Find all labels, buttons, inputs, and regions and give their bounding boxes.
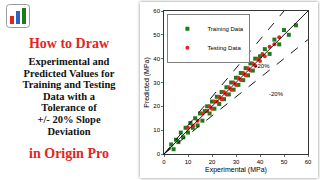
html-text:How to Draw: How to Draw bbox=[28, 36, 109, 51]
svg-text:50: 50 bbox=[281, 159, 288, 165]
svg-text:60: 60 bbox=[305, 159, 312, 165]
html-text:+/- 20% Slope: +/- 20% Slope bbox=[37, 114, 101, 125]
svg-text:-20%: -20% bbox=[269, 91, 284, 97]
html-text:Training and Testing: Training and Testing bbox=[22, 79, 116, 91]
html-text:Experimental and: Experimental and bbox=[28, 56, 110, 67]
svg-text:40: 40 bbox=[257, 159, 264, 165]
html-text:Predicted Values for: Predicted Values for bbox=[23, 67, 115, 79]
svg-text:0: 0 bbox=[162, 159, 166, 165]
svg-text:30: 30 bbox=[233, 159, 240, 165]
svg-text:20: 20 bbox=[209, 159, 216, 165]
svg-text:20: 20 bbox=[153, 103, 160, 109]
html-text:in Origin Pro: in Origin Pro bbox=[29, 146, 109, 161]
svg-text:+20%: +20% bbox=[254, 63, 270, 69]
svg-text:0: 0 bbox=[157, 151, 161, 157]
html-text:Tolerance of: Tolerance of bbox=[41, 102, 97, 114]
svg-text:40: 40 bbox=[153, 56, 160, 62]
svg-text:50: 50 bbox=[153, 32, 160, 38]
svg-text:60: 60 bbox=[153, 8, 160, 14]
svg-text:10: 10 bbox=[153, 127, 160, 133]
svg-text:Experimental (MPa): Experimental (MPa) bbox=[205, 166, 267, 174]
svg-text:Training Data: Training Data bbox=[207, 26, 243, 32]
svg-text:Testing Data: Testing Data bbox=[207, 45, 241, 51]
svg-text:10: 10 bbox=[185, 159, 192, 165]
html-text:Deviation: Deviation bbox=[47, 125, 91, 137]
html-text:Data with a: Data with a bbox=[43, 90, 95, 102]
svg-text:30: 30 bbox=[153, 80, 160, 86]
svg-text:Predicted (MPa): Predicted (MPa) bbox=[143, 57, 151, 108]
